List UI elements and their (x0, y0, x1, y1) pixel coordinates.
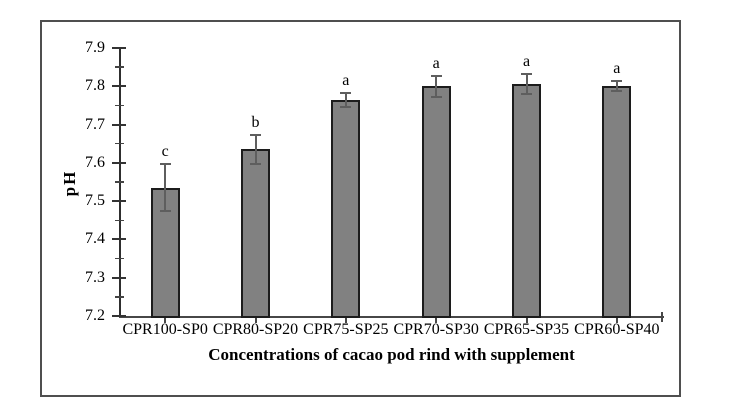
bar (512, 84, 541, 318)
error-bar-line (344, 92, 347, 107)
x-tick (615, 318, 618, 323)
y-tick-label: 7.7 (85, 115, 105, 133)
y-tick-major (112, 200, 126, 203)
y-tick-major (112, 161, 126, 164)
x-tick (164, 318, 167, 323)
error-bar-line (435, 75, 438, 97)
significance-letter: c (161, 143, 169, 160)
error-bar-line (164, 164, 167, 212)
bar (421, 86, 451, 318)
significance-letter: a (342, 71, 350, 89)
y-tick-label: 7.9 (85, 39, 105, 56)
error-bar-cap-top (340, 91, 352, 94)
y-tick-minor (115, 257, 124, 260)
error-bar-cap-top (159, 163, 171, 165)
y-tick-label: 7.5 (85, 192, 105, 210)
x-tick-label: CPR70-SP30 (393, 321, 479, 338)
significance-letter: a (432, 54, 440, 72)
y-tick-minor (115, 104, 124, 107)
x-tick-label: CPR75-SP25 (303, 321, 389, 338)
y-tick-minor (115, 219, 124, 222)
error-bar-cap-bottom (250, 163, 261, 165)
significance-letter: a (613, 60, 621, 78)
x-tick (525, 318, 528, 323)
error-bar-cap-bottom (159, 210, 171, 213)
y-axis-line (119, 48, 121, 318)
y-tick-label: 7.2 (85, 307, 105, 324)
x-tick-label: CPR80-SP20 (212, 321, 299, 338)
error-bar-cap-bottom (611, 90, 623, 93)
y-tick-minor (115, 296, 124, 298)
bar (331, 99, 361, 318)
y-tick-major (112, 123, 126, 126)
bar (602, 86, 632, 318)
y-tick-label: 7.8 (85, 77, 105, 95)
y-tick-major (112, 315, 126, 317)
y-tick-minor (115, 66, 124, 68)
x-axis-title: Concentrations of cacao pod rind with su… (208, 345, 575, 364)
x-tick-label: CPR60-SP40 (574, 321, 660, 338)
significance-letter: a (522, 53, 531, 71)
error-bar-cap-bottom (521, 93, 532, 96)
y-tick-label: 7.6 (85, 153, 105, 171)
error-bar-cap-top (430, 74, 442, 77)
error-bar-cap-top (250, 133, 261, 136)
error-bar-line (254, 134, 257, 164)
x-axis-line (119, 316, 664, 318)
y-tick-minor (115, 142, 124, 145)
y-tick-label: 7.3 (85, 268, 105, 286)
bar (241, 149, 270, 318)
y-tick-major (112, 47, 126, 49)
y-tick-major (112, 85, 126, 88)
x-tick (344, 318, 347, 323)
y-tick-label: 7.4 (85, 230, 105, 248)
x-tick (435, 318, 438, 323)
x-axis-end-tick (661, 312, 663, 322)
significance-letter: b (251, 113, 260, 131)
y-tick-major (112, 276, 126, 279)
y-tick-major (112, 238, 126, 241)
error-bar-cap-top (611, 80, 623, 83)
error-bar-cap-bottom (430, 95, 442, 98)
y-tick-minor (115, 181, 124, 183)
x-tick (254, 318, 257, 323)
x-tick-label: CPR100-SP0 (122, 321, 208, 338)
error-bar-cap-top (521, 73, 532, 76)
error-bar-line (615, 81, 618, 92)
x-tick-label: CPR65-SP35 (483, 321, 570, 338)
error-bar-line (525, 74, 528, 95)
error-bar-cap-bottom (340, 105, 352, 108)
